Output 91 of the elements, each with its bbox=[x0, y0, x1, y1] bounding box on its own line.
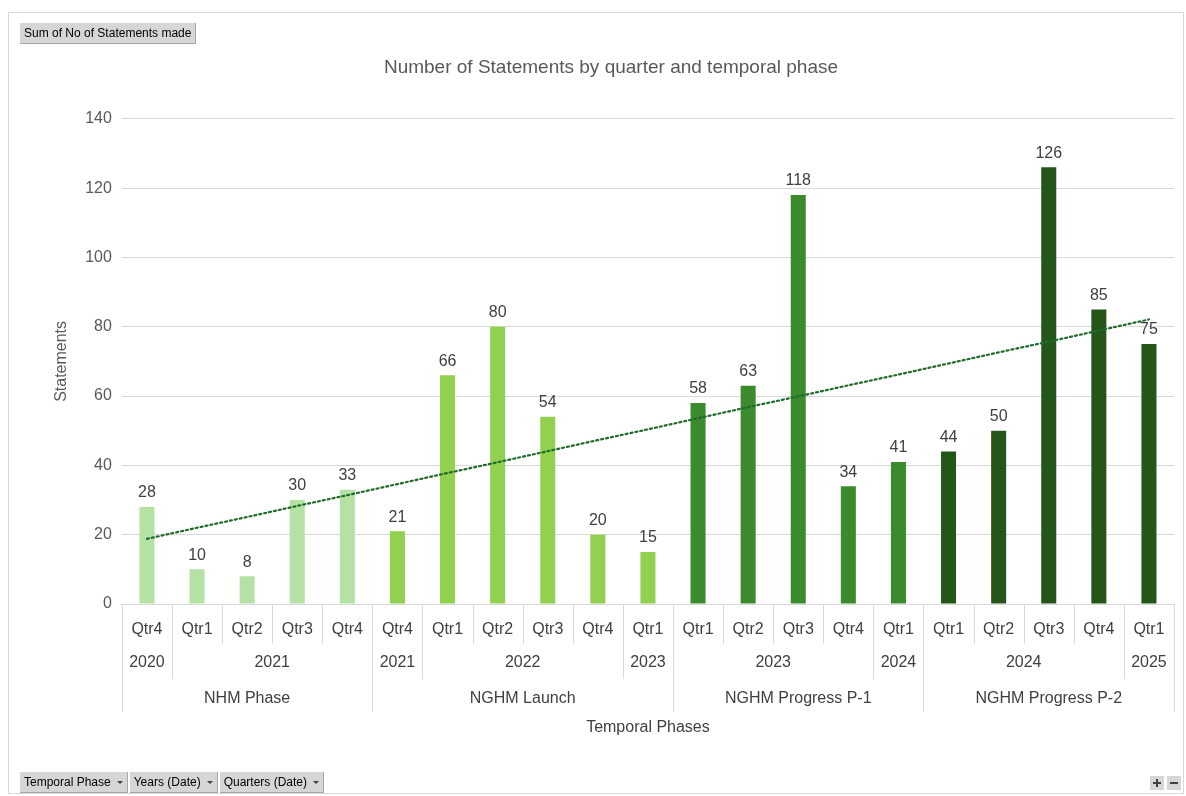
bar bbox=[690, 402, 706, 604]
text: Quarters (Date) bbox=[223, 775, 307, 789]
data-label: 20 bbox=[588, 511, 607, 529]
data-label: 118 bbox=[785, 171, 812, 189]
data-label: 33 bbox=[338, 466, 357, 484]
text: 2023 bbox=[755, 653, 792, 671]
x-tick-label: Qtr3 bbox=[532, 620, 564, 638]
data-label: 126 bbox=[1035, 143, 1063, 161]
y-tick-label: 20 bbox=[94, 525, 112, 543]
text: Years (Date) bbox=[133, 775, 201, 789]
bar bbox=[991, 430, 1007, 604]
x-tick-label: Qtr1 bbox=[682, 620, 714, 638]
x-tick-label: Qtr4 bbox=[832, 620, 864, 638]
x-tick-label: Qtr1 bbox=[632, 620, 664, 638]
y-tick-label: 40 bbox=[94, 455, 112, 473]
x-tick-label: Qtr4 bbox=[582, 620, 614, 638]
data-label: 50 bbox=[989, 407, 1008, 425]
x-tick-label: Qtr1 bbox=[882, 620, 915, 638]
x-tick-label: Qtr2 bbox=[231, 620, 263, 638]
data-label: 8 bbox=[242, 552, 252, 570]
data-label: 10 bbox=[188, 545, 207, 563]
text: Sum of No of Statements made bbox=[20, 23, 197, 44]
bar bbox=[941, 451, 957, 604]
y-tick-label: 100 bbox=[85, 247, 112, 265]
x-tick-label: Qtr4 bbox=[381, 620, 414, 638]
data-label: 58 bbox=[689, 379, 708, 397]
bar bbox=[790, 195, 806, 604]
x-tick-label: Qtr3 bbox=[1033, 620, 1065, 638]
bar bbox=[389, 531, 405, 604]
bar bbox=[1091, 309, 1107, 604]
data-label: 85 bbox=[1089, 285, 1108, 303]
data-label: 28 bbox=[138, 483, 156, 501]
x-tick-label: Qtr3 bbox=[281, 620, 313, 638]
text: 2025 bbox=[1131, 653, 1167, 671]
bar bbox=[440, 375, 456, 604]
bar bbox=[540, 416, 556, 604]
data-label: 15 bbox=[639, 528, 657, 546]
bar bbox=[239, 576, 255, 604]
data-label: 54 bbox=[538, 393, 557, 411]
data-label: 66 bbox=[438, 351, 457, 369]
text: 2022 bbox=[504, 653, 541, 671]
y-tick-label: 140 bbox=[85, 109, 112, 127]
data-label: 30 bbox=[288, 476, 307, 494]
x-tick-label: Qtr2 bbox=[732, 620, 764, 638]
text: 2024 bbox=[1005, 653, 1042, 671]
x-tick-label: Qtr4 bbox=[131, 620, 163, 638]
data-label: 75 bbox=[1140, 320, 1158, 338]
text: 2024 bbox=[880, 653, 917, 671]
bar bbox=[139, 506, 155, 604]
x-tick-label: Qtr4 bbox=[331, 620, 363, 638]
text: NGHM Progress P-1 bbox=[724, 689, 872, 707]
bar bbox=[640, 552, 656, 604]
x-tick-label: Qtr4 bbox=[1083, 620, 1115, 638]
text: Temporal Phase bbox=[24, 775, 111, 789]
bar bbox=[289, 500, 305, 604]
x-tick-label: Qtr1 bbox=[1133, 620, 1165, 638]
x-tick-label: Qtr2 bbox=[482, 620, 514, 638]
text: NGHM Progress P-2 bbox=[975, 689, 1123, 707]
x-tick-label: Qtr1 bbox=[181, 620, 213, 638]
text: Temporal Phases bbox=[586, 718, 710, 736]
y-axis-title: Statements bbox=[52, 320, 70, 402]
text: 2023 bbox=[630, 653, 666, 671]
text: 2021 bbox=[254, 653, 291, 671]
bar bbox=[189, 569, 205, 604]
bar bbox=[890, 461, 906, 604]
bar bbox=[490, 326, 506, 604]
data-label: 34 bbox=[839, 462, 858, 480]
x-tick-label: Qtr1 bbox=[932, 620, 965, 638]
y-tick-label: 80 bbox=[94, 317, 112, 335]
chart-title: Number of Statements by quarter and temporal phase bbox=[383, 55, 839, 77]
text: 2021 bbox=[379, 653, 416, 671]
bar bbox=[590, 534, 606, 604]
data-label: 44 bbox=[939, 427, 958, 445]
bar bbox=[339, 489, 355, 604]
y-tick-label: 0 bbox=[102, 594, 112, 612]
bar bbox=[840, 486, 856, 604]
data-label: 63 bbox=[739, 362, 758, 380]
text: NHM Phase bbox=[204, 689, 291, 707]
data-label: 41 bbox=[889, 438, 908, 456]
bar bbox=[1141, 344, 1157, 604]
text: NGHM Launch bbox=[469, 689, 576, 707]
text: 2020 bbox=[129, 653, 165, 671]
x-tick-label: Qtr2 bbox=[983, 620, 1015, 638]
y-tick-label: 120 bbox=[85, 178, 112, 196]
data-label: 80 bbox=[488, 303, 507, 321]
bar bbox=[740, 385, 756, 604]
data-label: 21 bbox=[388, 507, 407, 525]
x-tick-label: Qtr3 bbox=[782, 620, 814, 638]
bar bbox=[1041, 167, 1057, 604]
x-tick-label: Qtr1 bbox=[431, 620, 464, 638]
y-tick-label: 60 bbox=[94, 386, 112, 404]
